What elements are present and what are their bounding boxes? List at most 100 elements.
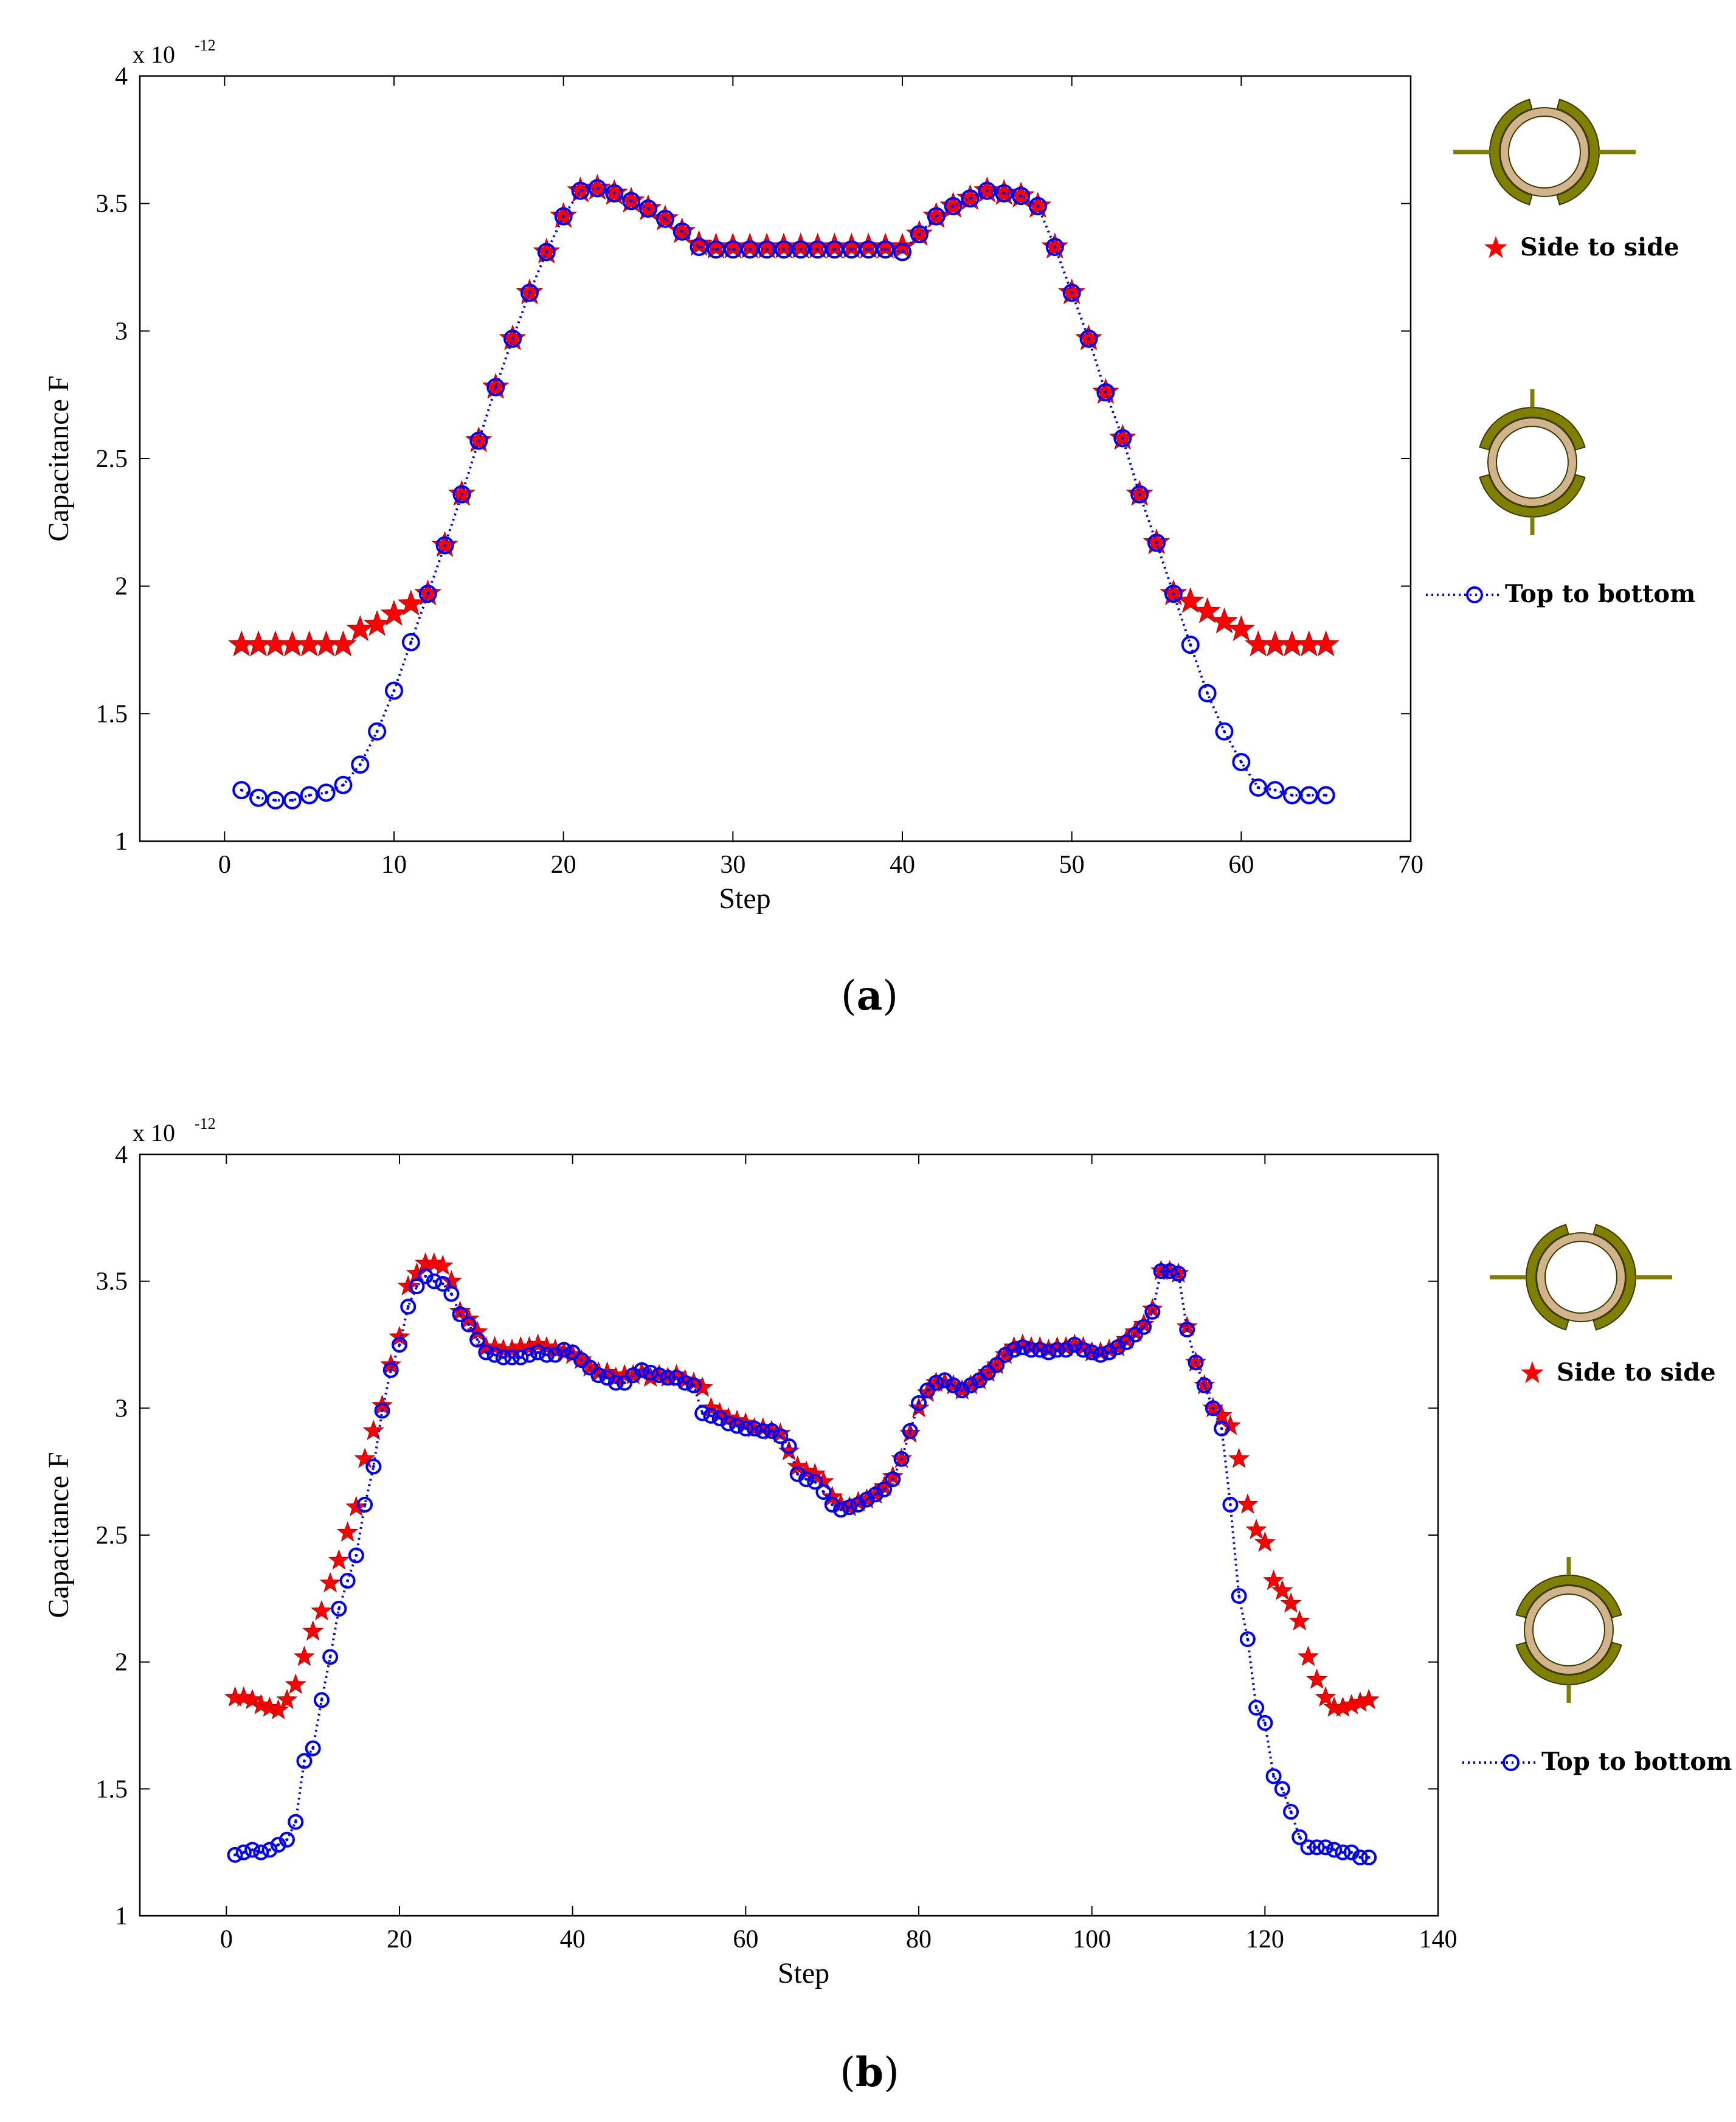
data-point-circle <box>738 1420 754 1437</box>
data-point-circle <box>1300 1839 1316 1856</box>
data-point-circle-dot <box>952 204 955 208</box>
data-point-circle <box>556 1342 572 1358</box>
data-point-circle-dot <box>918 232 921 236</box>
y-tick-label: 1 <box>115 828 128 856</box>
data-point-circle <box>1361 1850 1377 1866</box>
data-point-circle-dot <box>1056 1348 1059 1351</box>
data-point-circle-dot <box>1090 1351 1094 1354</box>
data-point-circle-dot <box>614 1381 618 1385</box>
data-point-circle <box>876 1481 893 1497</box>
data-point-star <box>363 610 391 636</box>
data-point-circle <box>798 1471 814 1488</box>
data-point-circle-dot <box>856 1503 860 1507</box>
data-point-circle <box>1144 1303 1161 1320</box>
data-point-circle <box>486 1347 503 1363</box>
data-point-star <box>1312 630 1340 657</box>
data-point-circle <box>296 1753 313 1769</box>
data-point-circle-dot <box>441 1282 444 1286</box>
data-point-circle <box>244 1842 261 1858</box>
data-point-circle <box>755 1423 771 1439</box>
data-point-circle <box>409 1278 425 1295</box>
y-tick-label: 2.5 <box>96 445 128 473</box>
data-point-circle <box>1188 1354 1204 1371</box>
data-point-circle-dot <box>960 1389 964 1392</box>
data-point-circle-dot <box>891 1477 894 1481</box>
data-point-circle <box>1181 636 1200 654</box>
data-point-circle <box>504 1349 520 1365</box>
data-point-circle-dot <box>646 207 650 210</box>
data-point-circle-dot <box>458 1312 462 1316</box>
data-point-circle <box>995 184 1014 203</box>
data-point-circle <box>452 1306 468 1322</box>
data-point-circle-dot <box>1239 760 1243 764</box>
data-point-circle <box>571 181 590 200</box>
data-point-circle-dot <box>1324 1845 1327 1849</box>
data-point-circle <box>486 378 505 397</box>
data-point-circle-dot <box>1002 192 1006 195</box>
data-point-circle-dot <box>1307 794 1311 797</box>
data-point-circle-dot <box>1332 1848 1336 1851</box>
y-multiplier-exponent: -12 <box>195 36 216 54</box>
data-point-circle-dot <box>1125 1340 1129 1344</box>
data-point-circle-dot <box>545 250 548 254</box>
data-point-circle-dot <box>406 1305 410 1308</box>
data-point-circle-dot <box>519 1356 522 1359</box>
data-point-circle <box>1049 1342 1065 1358</box>
data-point-circle-dot <box>291 799 294 802</box>
data-point-circle-dot <box>475 1338 479 1342</box>
data-point-circle <box>1032 1342 1048 1358</box>
data-point-circle <box>232 781 251 800</box>
data-point-circle-dot <box>985 189 989 193</box>
legend-label-side-to-side: Side to side <box>1557 1358 1716 1387</box>
data-point-circle <box>807 1474 823 1490</box>
data-point-circle-dot <box>1121 436 1124 440</box>
data-point-circle-dot <box>381 1409 384 1413</box>
data-point-circle-dot <box>409 640 413 644</box>
data-point-circle-dot <box>663 217 667 221</box>
data-point-circle <box>673 222 691 241</box>
data-point-circle <box>253 1844 269 1860</box>
data-point-circle <box>317 783 336 802</box>
data-point-circle-dot <box>1047 1351 1050 1354</box>
data-point-circle <box>235 1844 252 1860</box>
data-point-star <box>268 1699 289 1719</box>
data-point-circle <box>283 791 302 810</box>
panel-caption: (a) <box>841 972 898 1019</box>
data-point-circle-dot <box>1168 1269 1172 1273</box>
data-point-circle <box>1045 237 1064 256</box>
data-point-star <box>346 615 374 641</box>
x-tick-label: 140 <box>1419 1926 1458 1954</box>
data-point-circle-dot <box>432 1280 436 1283</box>
data-point-circle-dot <box>816 248 820 251</box>
data-point-circle <box>910 224 929 243</box>
x-tick-label: 30 <box>720 851 745 879</box>
data-point-circle <box>1147 533 1166 552</box>
data-point-star <box>1227 615 1255 641</box>
x-tick-label: 10 <box>381 851 407 879</box>
data-point-circle <box>1079 329 1098 348</box>
data-point-circle <box>622 192 641 210</box>
data-point-circle <box>460 1316 477 1333</box>
data-point-circle <box>417 1268 434 1285</box>
data-point-circle <box>1075 1342 1091 1358</box>
data-point-circle <box>400 1299 417 1315</box>
data-point-circle <box>469 1331 486 1348</box>
data-point-circle <box>668 1370 685 1386</box>
data-point-star <box>293 1645 315 1666</box>
data-point-circle <box>1012 187 1031 206</box>
legend: Side to side Top to bottom <box>1462 1224 1732 1776</box>
x-tick-label: 0 <box>220 1926 233 1954</box>
data-point-circle <box>305 1740 321 1756</box>
data-point-circle-dot <box>536 1351 540 1354</box>
data-point-star <box>1263 1569 1285 1590</box>
data-point-circle <box>1274 1781 1290 1797</box>
data-point-circle-dot <box>1142 1325 1146 1329</box>
data-point-star <box>354 1448 376 1468</box>
data-point-circle-dot <box>363 1503 367 1507</box>
legend-circle-marker <box>1466 586 1483 603</box>
data-point-circle-dot <box>346 1579 350 1583</box>
data-point-circle <box>1239 1631 1256 1648</box>
data-point-star <box>1306 1668 1328 1689</box>
data-point-circle-dot <box>443 544 447 547</box>
